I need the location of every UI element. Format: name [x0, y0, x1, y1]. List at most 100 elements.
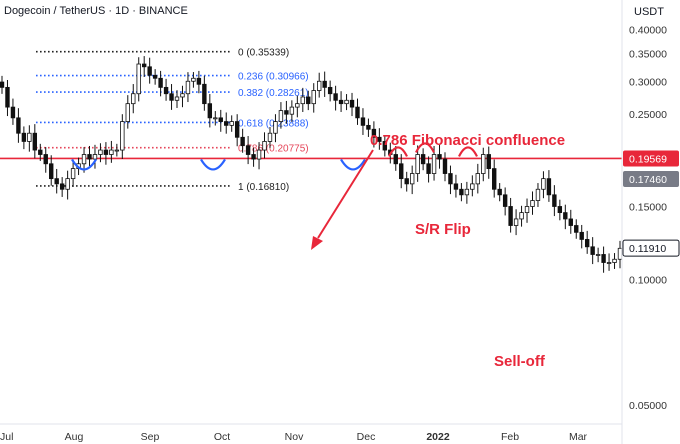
- fib-level-label: 0 (0.35339): [238, 48, 289, 59]
- candle-body: [470, 183, 475, 190]
- candle-body: [262, 141, 267, 151]
- annotations: 0.786 Fibonacci confluence S/R Flip Sell-o…: [71, 132, 565, 370]
- candle-body: [557, 206, 563, 214]
- candle-body: [322, 80, 327, 88]
- candle-body: [131, 93, 136, 105]
- candle-body: [103, 149, 109, 155]
- candle-body: [158, 77, 163, 88]
- price-tag-box: [623, 150, 679, 167]
- candle-body: [393, 154, 398, 165]
- candle-body: [612, 258, 617, 263]
- candle-body: [409, 173, 415, 185]
- candle-body: [43, 154, 48, 165]
- candle-body: [295, 103, 300, 108]
- candle-body: [147, 66, 152, 76]
- fib-level-label: 0.382 (0.28261): [238, 88, 309, 99]
- candle-body: [524, 206, 530, 214]
- candle-body: [59, 183, 65, 190]
- candle-body: [267, 132, 273, 142]
- candle-body: [606, 262, 612, 264]
- candle-body: [0, 81, 5, 88]
- candle-body: [530, 200, 535, 207]
- resistance-reject-arc: [388, 146, 408, 157]
- candle-body: [185, 80, 191, 95]
- fib-level-label: 0.786 (0.20775): [238, 144, 309, 155]
- candle-body: [382, 141, 388, 151]
- time-tick-label: Aug: [65, 431, 84, 443]
- candle-body: [420, 154, 426, 165]
- candle-body: [415, 154, 420, 174]
- candle-body: [191, 77, 196, 82]
- candle-body: [27, 132, 32, 142]
- candle-body: [377, 136, 382, 142]
- candle-body: [240, 136, 245, 147]
- candle-body: [568, 218, 573, 226]
- candle-body: [486, 154, 491, 169]
- candle-body: [202, 83, 207, 105]
- candle-body: [10, 106, 16, 119]
- price-tick-label: 0.30000: [629, 76, 667, 88]
- candle-body: [92, 154, 98, 160]
- time-tick-label: Mar: [569, 431, 588, 443]
- candle-body: [311, 90, 316, 105]
- candle-body: [300, 96, 305, 105]
- candles: [0, 56, 623, 273]
- candle-body: [492, 168, 497, 190]
- price-tag-label: 0.11910: [629, 243, 666, 255]
- candle-body: [366, 124, 371, 130]
- candle-body: [437, 154, 442, 160]
- price-tags: 0.19569 0.17460 0.11910: [622, 150, 680, 257]
- price-tick-label: 0.10000: [629, 275, 667, 287]
- price-axis[interactable]: 0.400000.350000.300000.250000.200000.150…: [621, 0, 667, 444]
- time-tick-label: Nov: [285, 431, 304, 443]
- resistance-reject-arc: [415, 142, 435, 153]
- price-tag-label: 0.17460: [629, 174, 667, 186]
- time-tick-label: Oct: [214, 431, 230, 443]
- candle-body: [70, 168, 76, 180]
- candle-body: [317, 80, 322, 91]
- candle-body: [114, 149, 120, 152]
- candle-body: [141, 63, 147, 68]
- candle-body: [245, 145, 251, 155]
- candle-body: [349, 99, 355, 108]
- time-axis[interactable]: Jul Aug Sep Oct Nov Dec 2022 Feb Mar: [0, 423, 622, 443]
- candle-body: [508, 206, 513, 226]
- candle-body: [174, 96, 180, 101]
- candle-body: [546, 178, 552, 196]
- resistance-reject-arc: [458, 146, 478, 157]
- candle-body: [49, 163, 54, 180]
- currency-label[interactable]: USDT: [634, 6, 664, 18]
- candle-body: [541, 178, 546, 190]
- time-tick-label: Sep: [141, 431, 160, 443]
- candle-body: [196, 77, 202, 85]
- support-bounce-arc: [340, 158, 366, 171]
- time-tick-label: 2022: [426, 431, 450, 443]
- candle-body: [519, 212, 524, 220]
- candle-body: [81, 154, 87, 165]
- candle-body: [502, 194, 508, 207]
- fib-level-label: 0.236 (0.30966): [238, 72, 309, 83]
- price-tick-label: 0.05000: [629, 400, 667, 412]
- candle-body: [87, 154, 92, 160]
- annotation-fib-confluence: 0.786 Fibonacci confluence: [370, 132, 565, 149]
- time-tick-label: Dec: [357, 431, 376, 443]
- candle-body: [475, 173, 481, 185]
- fib-level-label: 1 (0.16810): [238, 182, 289, 193]
- candle-body: [21, 132, 27, 142]
- candle-body: [327, 86, 333, 95]
- candle-body: [65, 178, 70, 190]
- candle-body: [229, 121, 234, 126]
- candle-body: [278, 110, 284, 122]
- candle-body: [54, 178, 59, 185]
- candle-body: [481, 154, 486, 174]
- candle-body: [163, 86, 169, 95]
- candle-body: [338, 99, 344, 105]
- candle-body: [535, 188, 541, 201]
- candle-body: [448, 173, 453, 185]
- candle-body: [360, 117, 366, 126]
- candle-body: [355, 106, 360, 119]
- price-tick-label: 0.25000: [629, 109, 667, 121]
- time-tick-label: Jul: [0, 431, 13, 443]
- candle-body: [459, 188, 464, 196]
